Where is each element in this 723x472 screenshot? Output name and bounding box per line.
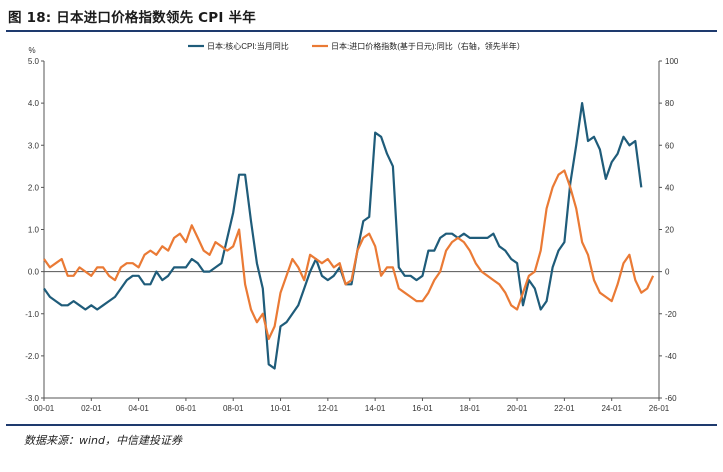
right-tick-label: -60 [665,394,677,403]
left-axis-unit: % [28,46,35,55]
x-tick-label: 22-01 [554,404,575,413]
x-tick-label: 26-01 [649,404,670,413]
x-tick-label: 08-01 [223,404,244,413]
x-tick-label: 06-01 [176,404,197,413]
import-price-line [43,169,655,341]
x-tick-label: 14-01 [365,404,386,413]
x-tick-label: 24-01 [601,404,622,413]
left-tick-label: 3.0 [28,141,40,150]
x-tick-label: 02-01 [81,404,102,413]
right-y-axis: 100 80 60 40 20 0 -20 -40 -60 [659,57,679,403]
title-rule [6,30,717,32]
left-tick-label: -1.0 [25,310,39,319]
left-tick-label: 0.0 [28,268,40,277]
series-lines [43,102,655,370]
right-tick-label: 60 [665,141,674,150]
right-tick-label: -20 [665,310,677,319]
x-tick-label: 16-01 [412,404,433,413]
left-tick-label: -2.0 [25,352,39,361]
legend: 日本:核心CPI:当月同比 日本:进口价格指数(基于日元):同比（右轴，领先半年） [188,41,525,51]
x-axis: 00-01 02-01 04-01 06-01 08-01 10-01 12-01 14-01… [34,398,670,413]
right-tick-label: 100 [665,57,679,66]
right-tick-label: 20 [665,226,674,235]
x-tick-label: 04-01 [128,404,149,413]
left-tick-label: 4.0 [28,99,40,108]
legend-label: 日本:核心CPI:当月同比 [207,41,289,51]
figure-title: 图 18: 日本进口价格指数领先 CPI 半年 [8,10,256,26]
left-y-axis: % 5.0 4.0 3.0 2.0 1.0 0.0 -1.0 -2.0 -3.0 [25,46,44,403]
x-tick-label: 12-01 [318,404,339,413]
left-tick-label: 2.0 [28,183,40,192]
right-tick-label: 0 [665,268,670,277]
left-tick-label: -3.0 [25,394,39,403]
legend-label: 日本:进口价格指数(基于日元):同比（右轴，领先半年） [331,41,525,51]
right-tick-label: 40 [665,183,674,192]
right-tick-label: -40 [665,352,677,361]
left-tick-label: 5.0 [28,57,40,66]
x-tick-label: 00-01 [34,404,55,413]
core-cpi-line [43,102,643,370]
x-tick-label: 10-01 [270,404,291,413]
x-tick-label: 18-01 [460,404,481,413]
left-tick-label: 1.0 [28,226,40,235]
source-rule [6,424,717,426]
x-tick-label: 20-01 [507,404,528,413]
right-tick-label: 80 [665,99,674,108]
source-note: 数据来源：wind，中信建投证券 [24,434,183,447]
